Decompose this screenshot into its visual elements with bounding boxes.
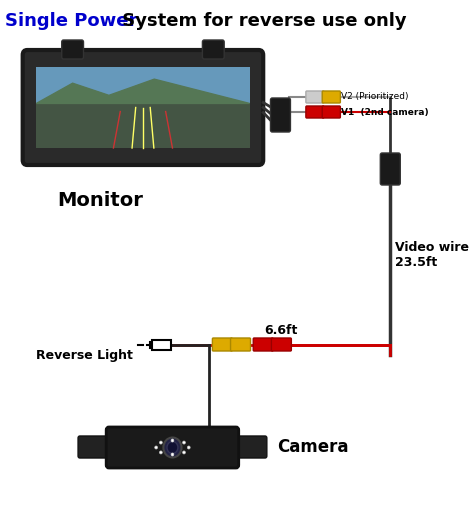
Circle shape <box>164 437 182 458</box>
FancyBboxPatch shape <box>306 91 324 103</box>
Circle shape <box>160 441 162 444</box>
FancyBboxPatch shape <box>212 338 232 351</box>
FancyBboxPatch shape <box>234 436 267 458</box>
FancyBboxPatch shape <box>322 91 340 103</box>
FancyBboxPatch shape <box>271 98 291 132</box>
Text: 6.6ft: 6.6ft <box>264 324 297 337</box>
Circle shape <box>155 446 157 449</box>
Circle shape <box>160 451 162 454</box>
Circle shape <box>182 451 185 454</box>
FancyBboxPatch shape <box>202 40 224 59</box>
Polygon shape <box>36 79 250 104</box>
Text: V2 (Prioritized): V2 (Prioritized) <box>341 92 409 102</box>
Text: Camera: Camera <box>277 438 348 457</box>
Text: Single Power: Single Power <box>5 12 137 30</box>
FancyBboxPatch shape <box>253 338 273 351</box>
FancyBboxPatch shape <box>23 50 263 165</box>
FancyBboxPatch shape <box>230 338 251 351</box>
FancyBboxPatch shape <box>380 153 400 185</box>
Circle shape <box>187 446 190 449</box>
Circle shape <box>167 441 178 453</box>
Text: System for reverse use only: System for reverse use only <box>116 12 407 30</box>
FancyBboxPatch shape <box>106 427 239 468</box>
Bar <box>153 340 171 350</box>
Circle shape <box>171 439 174 442</box>
Text: Reverse Light: Reverse Light <box>36 348 133 362</box>
Circle shape <box>182 441 185 444</box>
FancyBboxPatch shape <box>322 106 340 118</box>
FancyBboxPatch shape <box>62 40 83 59</box>
Text: Monitor: Monitor <box>57 190 143 210</box>
Bar <box>36 104 250 148</box>
FancyBboxPatch shape <box>306 106 324 118</box>
Bar <box>36 67 250 104</box>
Text: V1  (2nd camera): V1 (2nd camera) <box>341 109 429 118</box>
Text: Video wire
23.5ft: Video wire 23.5ft <box>395 241 469 269</box>
FancyBboxPatch shape <box>272 338 292 351</box>
FancyBboxPatch shape <box>78 436 111 458</box>
Circle shape <box>171 453 174 456</box>
